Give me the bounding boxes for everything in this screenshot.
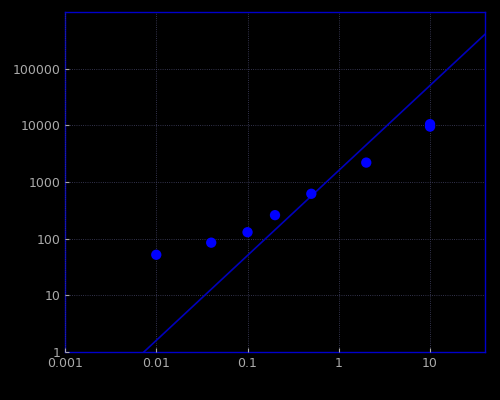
Point [207, 240, 215, 246]
Point [152, 252, 160, 258]
Point [244, 229, 252, 236]
Point [426, 123, 434, 130]
Point [271, 212, 279, 218]
Point [308, 190, 316, 197]
Point [426, 121, 434, 127]
Point [362, 159, 370, 166]
